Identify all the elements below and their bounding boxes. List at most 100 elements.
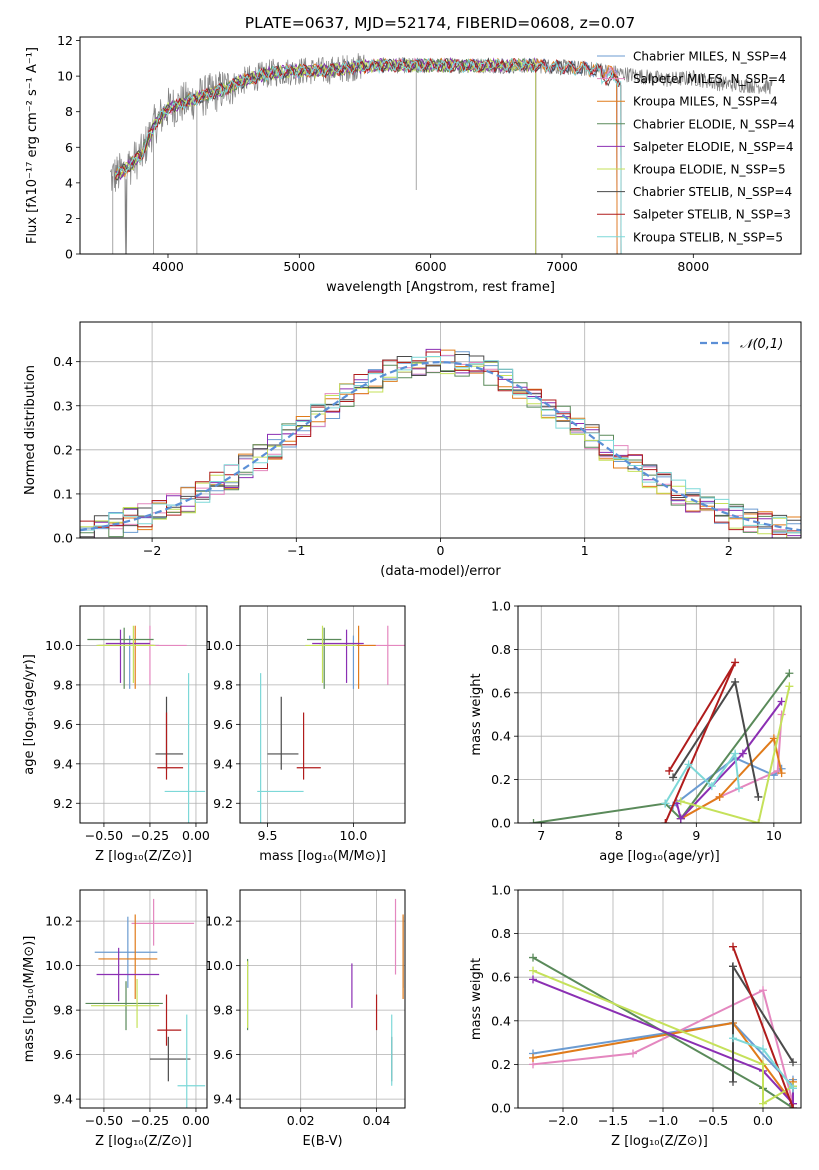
data-point: [729, 962, 737, 971]
data-point: [785, 669, 794, 678]
x-tick-label: 1: [581, 543, 589, 558]
x-tick-label: 7: [537, 828, 545, 843]
y-tick-label: 0.0: [491, 1101, 511, 1116]
y-tick-label: 9.4: [213, 756, 233, 771]
data-point: [777, 769, 786, 778]
data-point: [529, 975, 537, 984]
y-tick-label: 0.3: [53, 398, 73, 413]
y-tick-label: 0.4: [491, 1013, 511, 1028]
y-tick-label: 0.8: [491, 642, 511, 657]
grid: [518, 889, 801, 1109]
spectrum-panel: 4000 5000 6000 7000 8000 0 2 4 6 8 10 12 wavelength …: [25, 33, 802, 295]
data-point: [734, 784, 743, 793]
data-point: [729, 1077, 737, 1086]
y-tick-label: 9.8: [53, 677, 73, 692]
y-tick-label: 10.2: [205, 914, 233, 929]
x-tick-label: 9.5: [258, 828, 278, 843]
z-vs-mass-panel: −0.50 −0.25 0.00 9.4 9.6 9.8 10.0 10.2 Z [log₁₀(…: [22, 889, 210, 1149]
errorbar-salpeter-elodie: [96, 947, 160, 1002]
y-tick-label: 9.4: [53, 1092, 73, 1107]
plot-frame: [517, 889, 802, 1109]
data-point: [715, 792, 724, 801]
errorbar-salpeter-stelib: [157, 712, 184, 780]
data-point: [759, 1045, 767, 1054]
y-tick-label: 1.0: [491, 883, 511, 898]
series-line: [532, 978, 794, 1107]
x-axis-label: Z [log₁₀(Z/Z⊙)]: [95, 849, 192, 864]
normal-curve: [80, 360, 801, 532]
series-line: [680, 736, 783, 820]
data-point: [759, 1060, 767, 1069]
y-tick-label: 9.6: [53, 1047, 73, 1062]
plot-area: [109, 53, 773, 254]
z-mass-weight-panel: −2.0 −1.5 −1.0 −0.5 0.0 0.0 0.2 0.4 0.6 0.8 1.0 Z […: [469, 883, 802, 1149]
series-salpeter-stelib: [661, 658, 740, 823]
x-tick-label: 0.00: [182, 1113, 210, 1128]
data-point: [676, 814, 685, 823]
errorbar-kroupa-miles: [324, 625, 376, 689]
errorbar-kroupa-elodie: [305, 625, 357, 683]
data-point: [684, 760, 693, 769]
y-axis-label: Flux [fλ10⁻¹⁷ erg cm⁻² s⁻¹ A⁻¹]: [25, 47, 40, 244]
errorbar-salpeter-stelib: [296, 712, 321, 780]
legend-label-kroupa-miles: Kroupa MILES, N_SSP=4: [633, 95, 778, 109]
errorbar-kroupa-elodie: [91, 978, 160, 1028]
x-tick-label: 0.02: [287, 1113, 315, 1128]
plot-area: [246, 898, 404, 1086]
legend-label-salpeter-stelib: Salpeter STELIB, N_SSP=3: [633, 208, 791, 222]
errorbar-chabrier-stelib: [155, 696, 184, 770]
y-tick-label: 9.4: [53, 756, 73, 771]
z-vs-age-panel: −0.50 −0.25 0.00 9.2 9.4 9.6 9.8 10.0 Z [log₁₀(Z…: [22, 605, 210, 864]
x-tick-label: −0.5: [698, 1113, 728, 1128]
y-tick-label: 9.8: [213, 1003, 233, 1018]
series-kroupa-stelib: [729, 1034, 797, 1093]
model-spectrum-kroupa-elodie: [115, 58, 537, 254]
x-tick-label: 2: [725, 543, 733, 558]
y-tick-label: 0.1: [53, 486, 73, 501]
x-axis-label: mass [log₁₀(M/M⊙)]: [259, 849, 386, 864]
y-tick-label: 0.4: [491, 729, 511, 744]
grid: [240, 890, 405, 1108]
x-tick-label: −0.25: [131, 1113, 169, 1128]
y-tick-label: 0.8: [491, 926, 511, 941]
series-chabrier-stelib: [729, 962, 797, 1086]
y-axis-label: mass weight: [469, 673, 484, 755]
y-tick-label: 0.2: [491, 1057, 511, 1072]
y-tick-label: 9.4: [213, 1092, 233, 1107]
x-tick-label: 10: [766, 828, 782, 843]
data-point: [785, 682, 794, 691]
data-point: [729, 1034, 737, 1043]
legend-label-salpeter-elodie: Salpeter ELODIE, N_SSP=4: [633, 140, 794, 154]
errorbar-kroupa-miles: [98, 625, 154, 689]
data-point: [789, 1104, 797, 1108]
plot-frame: [79, 321, 802, 539]
legend-label-chabrier-miles: Chabrier MILES, N_SSP=4: [633, 50, 787, 64]
x-tick-label: −2.0: [548, 1113, 578, 1128]
data-point: [731, 677, 740, 686]
y-tick-label: 0.6: [491, 970, 511, 985]
errorbar-salpeter-miles: [131, 625, 187, 685]
series-line: [680, 686, 791, 823]
x-tick-label: 8: [615, 828, 623, 843]
y-tick-label: 9.8: [53, 1003, 73, 1018]
x-axis-label: E(B-V): [302, 1134, 342, 1149]
x-tick-label: −0.50: [85, 828, 123, 843]
plot-area: [257, 625, 405, 823]
y-tick-label: 10.0: [45, 638, 73, 653]
plot-frame: [517, 605, 802, 824]
y-tick-label: 10.0: [205, 638, 233, 653]
data-point: [789, 1084, 797, 1093]
x-tick-label: 9: [692, 828, 700, 843]
errorbar-kroupa-elodie: [96, 625, 156, 683]
series-line: [732, 946, 794, 1108]
series-salpeter-stelib: [729, 942, 797, 1108]
errorbar-chabrier-elodie: [307, 627, 342, 689]
data-point: [669, 773, 678, 782]
data-point: [754, 792, 763, 801]
y-tick-label: 6: [65, 140, 73, 155]
x-tick-label: 6000: [415, 259, 447, 274]
ebv-vs-mass-panel: 0.02 0.04 9.4 9.6 9.8 10.0 10.2 E(B-V): [205, 889, 406, 1149]
model-spectrum-chabrier-elodie: [115, 58, 537, 254]
model-spectrum-kroupa-miles: [115, 57, 618, 254]
